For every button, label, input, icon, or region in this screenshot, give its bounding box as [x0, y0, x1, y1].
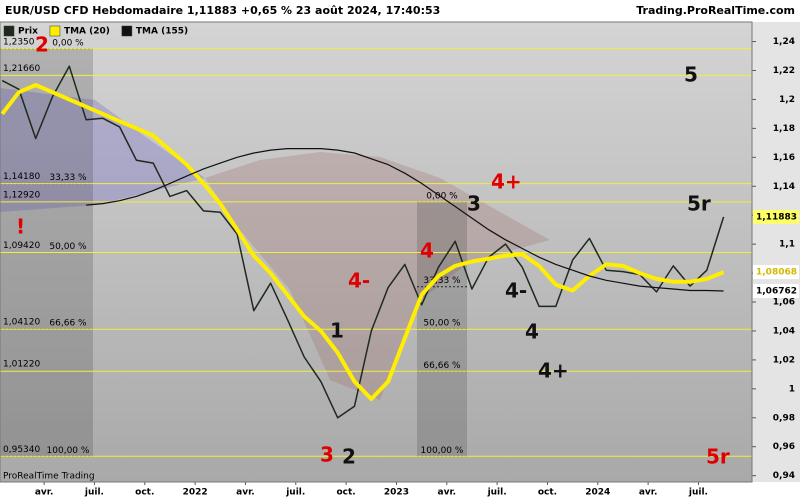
fib-label: 33,33 %: [49, 173, 87, 183]
fib-label: 33,33 %: [423, 276, 461, 286]
fib-label: 100,00 %: [47, 446, 90, 456]
y-axis-area: [752, 22, 800, 482]
source: Trading.ProRealTime.com: [636, 4, 795, 17]
wave-label: 5r: [706, 445, 730, 469]
level-label: 1,21660: [3, 64, 40, 74]
title-bar: [0, 0, 800, 22]
x-tick-label: juil.: [688, 488, 708, 498]
y-tick-label: 1,24: [773, 37, 795, 47]
price-tag: 1,08068: [753, 265, 799, 280]
fib-label: 0,00 %: [52, 38, 84, 48]
chart-title: EUR/USD CFD Hebdomadaire 1,11883 +0,65 %…: [5, 4, 440, 17]
fib-label: 100,00 %: [421, 446, 464, 456]
wave-label: 5r: [687, 192, 711, 216]
wave-label: 3: [467, 192, 481, 216]
legend-label: TMA (20): [64, 27, 110, 37]
wave-label: 4+: [538, 359, 569, 383]
wave-label: 2: [342, 445, 356, 469]
x-tick-label: oct.: [135, 488, 154, 498]
fib-label: 0,00 %: [426, 191, 458, 201]
legend-item: TMA (20): [49, 25, 110, 37]
x-tick-label: juil.: [285, 488, 305, 498]
footer: ProRealTime Trading: [3, 472, 95, 482]
legend-item: Prix: [3, 25, 38, 37]
price-tag-bg: [753, 284, 799, 298]
y-tick-label: 1,14: [773, 182, 795, 192]
x-tick-label: avr.: [438, 488, 457, 498]
level-label: 1,09420: [3, 241, 40, 251]
brown-zone: [205, 152, 550, 400]
level-label: 1,12920: [3, 190, 40, 200]
level-label: 1,04120: [3, 318, 40, 328]
legend-swatch: [121, 25, 133, 37]
x-tick-label: juil.: [487, 488, 507, 498]
y-tick-label: 0,98: [773, 413, 795, 423]
x-tick-label: 2024: [585, 488, 610, 498]
wave-label: 4-: [348, 269, 370, 293]
legend-swatch: [3, 25, 15, 37]
price-tag: 1,11883: [753, 209, 799, 224]
fib-label: 50,00 %: [49, 242, 87, 252]
wave-label: 5: [684, 63, 698, 87]
price-tag-bg: [753, 209, 799, 224]
y-tick-label: 1,22: [773, 66, 795, 76]
legend-label: Prix: [18, 27, 38, 37]
legend-item: TMA (155): [121, 25, 188, 37]
legend-swatch: [49, 25, 61, 37]
x-tick-label: juil.: [84, 488, 104, 498]
fib-label: 50,00 %: [423, 319, 461, 329]
y-tick-label: 1,1: [779, 240, 795, 250]
y-tick-label: 1,04: [773, 326, 795, 336]
x-tick-label: 2022: [183, 488, 208, 498]
legend-label: TMA (155): [136, 27, 188, 37]
x-axis-area: [0, 482, 800, 500]
price-tag-label: 1,08068: [756, 268, 797, 278]
y-tick-label: 0,94: [773, 471, 795, 481]
level-label: 1,01220: [3, 360, 40, 370]
y-tick-label: 1,06: [773, 298, 795, 308]
level-label: 1,14180: [3, 172, 40, 182]
level-label: 1,2350: [3, 37, 35, 47]
wave-label: 4: [420, 239, 434, 263]
y-tick-label: 1,16: [773, 153, 795, 163]
price-tag-label: 1,11883: [756, 212, 797, 222]
price-tag: 1,06762: [753, 284, 799, 298]
x-tick-label: avr.: [35, 488, 54, 498]
wave-label: 2: [35, 33, 49, 57]
level-label: 0,95340: [3, 445, 40, 455]
fib-label: 66,66 %: [49, 319, 87, 329]
y-tick-label: 1: [789, 384, 795, 394]
x-tick-label: avr.: [236, 488, 255, 498]
wave-label: 3: [320, 443, 334, 467]
purple-zone: [0, 88, 205, 212]
x-tick-label: oct.: [538, 488, 557, 498]
wave-label: 1: [330, 319, 344, 343]
price-tag-label: 1,06762: [756, 287, 797, 297]
plot-area: [0, 22, 752, 482]
x-tick-label: 2023: [384, 488, 409, 498]
y-tick-label: 1,18: [773, 124, 795, 134]
frame: [0, 21, 753, 483]
wave-label: 4: [525, 320, 539, 344]
x-tick-label: oct.: [336, 488, 355, 498]
wave-label: !: [16, 215, 25, 239]
wave-label: 4-: [505, 279, 527, 303]
series-line: [86, 148, 724, 292]
wave-label: 4+: [491, 170, 522, 194]
fib-label: 66,66 %: [423, 361, 461, 371]
price-tag-bg: [753, 265, 799, 280]
series-line: [0, 83, 725, 401]
y-tick-label: 1,02: [773, 355, 795, 365]
x-tick-label: avr.: [639, 488, 658, 498]
y-tick-label: 1,2: [779, 95, 795, 105]
y-tick-label: 0,96: [773, 442, 795, 452]
